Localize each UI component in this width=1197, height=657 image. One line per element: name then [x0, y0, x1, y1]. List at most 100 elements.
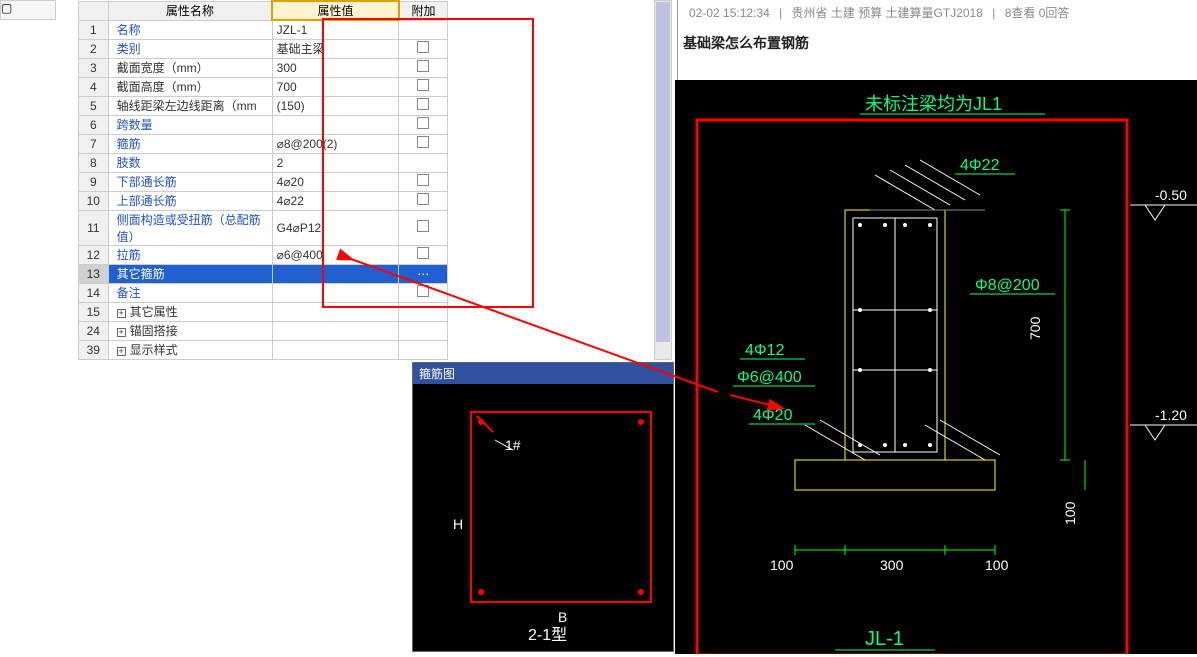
property-name[interactable]: 轴线距梁左边线距离（mm: [108, 96, 272, 115]
checkbox-icon[interactable]: [417, 220, 429, 232]
property-name[interactable]: 截面高度（mm）: [108, 77, 272, 96]
property-row[interactable]: 12拉筋⌀6@400: [79, 245, 448, 264]
property-value[interactable]: ⌀8@200(2): [272, 134, 399, 153]
checkbox-icon[interactable]: [417, 193, 429, 205]
row-number: 14: [79, 283, 109, 302]
stirrup-label-h: H: [453, 516, 463, 532]
property-name[interactable]: 备注: [108, 283, 272, 302]
property-row[interactable]: 13其它箍筋⋯: [79, 264, 448, 283]
property-row[interactable]: 39+显示样式: [79, 340, 448, 359]
property-add[interactable]: [399, 153, 448, 172]
property-name[interactable]: 下部通长筋: [108, 172, 272, 191]
property-add[interactable]: ⋯: [399, 264, 448, 283]
property-name[interactable]: 拉筋: [108, 245, 272, 264]
cad-title: 未标注梁均为JL1: [865, 94, 1002, 114]
row-number: 7: [79, 134, 109, 153]
property-row[interactable]: 2类别基础主梁: [79, 39, 448, 58]
checkbox-icon[interactable]: [417, 98, 429, 110]
property-add[interactable]: [399, 191, 448, 210]
property-value[interactable]: [272, 115, 399, 134]
property-row[interactable]: 14备注: [79, 283, 448, 302]
checkbox-icon[interactable]: [417, 247, 429, 259]
property-name[interactable]: 其它箍筋: [108, 264, 272, 283]
property-row[interactable]: 15+其它属性: [79, 302, 448, 321]
property-name[interactable]: 跨数量: [108, 115, 272, 134]
checkbox-icon[interactable]: [417, 136, 429, 148]
stirrup-type-label: 2-1型: [528, 626, 567, 644]
property-row[interactable]: 24+锚固搭接: [79, 321, 448, 340]
property-value[interactable]: 4⌀20: [272, 172, 399, 191]
dim-100b: 100: [985, 557, 1009, 573]
property-name[interactable]: 侧面构造或受扭筋（总配筋值）: [108, 210, 272, 245]
expand-icon[interactable]: +: [117, 328, 126, 337]
checkbox-icon[interactable]: [417, 41, 429, 53]
property-add[interactable]: [399, 115, 448, 134]
property-value[interactable]: JZL-1: [272, 20, 399, 39]
property-row[interactable]: 10上部通长筋4⌀22: [79, 191, 448, 210]
property-name[interactable]: 肢数: [108, 153, 272, 172]
property-add[interactable]: [399, 245, 448, 264]
property-name[interactable]: +显示样式: [108, 340, 272, 359]
property-add[interactable]: [399, 283, 448, 302]
property-name[interactable]: +锚固搭接: [108, 321, 272, 340]
property-name[interactable]: 名称: [108, 20, 272, 39]
expand-icon[interactable]: +: [117, 347, 126, 356]
property-add[interactable]: [399, 20, 448, 39]
property-row[interactable]: 9下部通长筋4⌀20: [79, 172, 448, 191]
property-value[interactable]: [272, 283, 399, 302]
checkbox-icon[interactable]: [417, 174, 429, 186]
tool-icon[interactable]: ▢: [1, 1, 19, 19]
row-number: 4: [79, 77, 109, 96]
property-add[interactable]: [399, 210, 448, 245]
property-row[interactable]: 4截面高度（mm）700: [79, 77, 448, 96]
property-value[interactable]: 基础主梁: [272, 39, 399, 58]
expand-icon[interactable]: +: [117, 309, 126, 318]
property-add[interactable]: [399, 302, 448, 321]
checkbox-icon[interactable]: [417, 117, 429, 129]
property-value[interactable]: (150): [272, 96, 399, 115]
property-name[interactable]: 类别: [108, 39, 272, 58]
property-value[interactable]: 700: [272, 77, 399, 96]
meta-stats: 8查看 0回答: [1005, 6, 1070, 20]
checkbox-icon[interactable]: [417, 79, 429, 91]
property-name[interactable]: +其它属性: [108, 302, 272, 321]
property-value[interactable]: [272, 302, 399, 321]
lbl-topbar: 4Φ22: [960, 157, 1000, 174]
checkbox-icon[interactable]: [417, 285, 429, 297]
property-value[interactable]: [272, 321, 399, 340]
property-table[interactable]: 属性名称 属性值 附加 1名称JZL-12类别基础主梁3截面宽度（mm）3004…: [78, 0, 448, 360]
property-row[interactable]: 1名称JZL-1: [79, 20, 448, 39]
checkbox-icon[interactable]: [417, 60, 429, 72]
stirrup-label-b: B: [558, 609, 567, 625]
more-icon[interactable]: ⋯: [417, 267, 429, 281]
property-value[interactable]: 4⌀22: [272, 191, 399, 210]
property-row[interactable]: 11侧面构造或受扭筋（总配筋值）G4⌀P12: [79, 210, 448, 245]
property-value[interactable]: ⌀6@400: [272, 245, 399, 264]
property-add[interactable]: [399, 321, 448, 340]
property-value[interactable]: [272, 340, 399, 359]
property-name[interactable]: 截面宽度（mm）: [108, 58, 272, 77]
property-value[interactable]: [272, 264, 399, 283]
dim-footh: 100: [1062, 501, 1078, 525]
property-value[interactable]: 2: [272, 153, 399, 172]
property-row[interactable]: 7箍筋⌀8@200(2): [79, 134, 448, 153]
property-add[interactable]: [399, 340, 448, 359]
lbl-sidebar: 4Φ12: [745, 342, 785, 359]
property-value[interactable]: 300: [272, 58, 399, 77]
scrollbar-vertical[interactable]: [654, 0, 672, 360]
row-number: 12: [79, 245, 109, 264]
property-value[interactable]: G4⌀P12: [272, 210, 399, 245]
property-name[interactable]: 箍筋: [108, 134, 272, 153]
property-row[interactable]: 6跨数量: [79, 115, 448, 134]
property-add[interactable]: [399, 134, 448, 153]
property-add[interactable]: [399, 96, 448, 115]
property-add[interactable]: [399, 77, 448, 96]
property-add[interactable]: [399, 172, 448, 191]
property-add[interactable]: [399, 58, 448, 77]
meta-timestamp: 02-02 15:12:34: [689, 6, 770, 20]
property-row[interactable]: 5轴线距梁左边线距离（mm(150): [79, 96, 448, 115]
property-name[interactable]: 上部通长筋: [108, 191, 272, 210]
property-add[interactable]: [399, 39, 448, 58]
property-row[interactable]: 3截面宽度（mm）300: [79, 58, 448, 77]
property-row[interactable]: 8肢数2: [79, 153, 448, 172]
